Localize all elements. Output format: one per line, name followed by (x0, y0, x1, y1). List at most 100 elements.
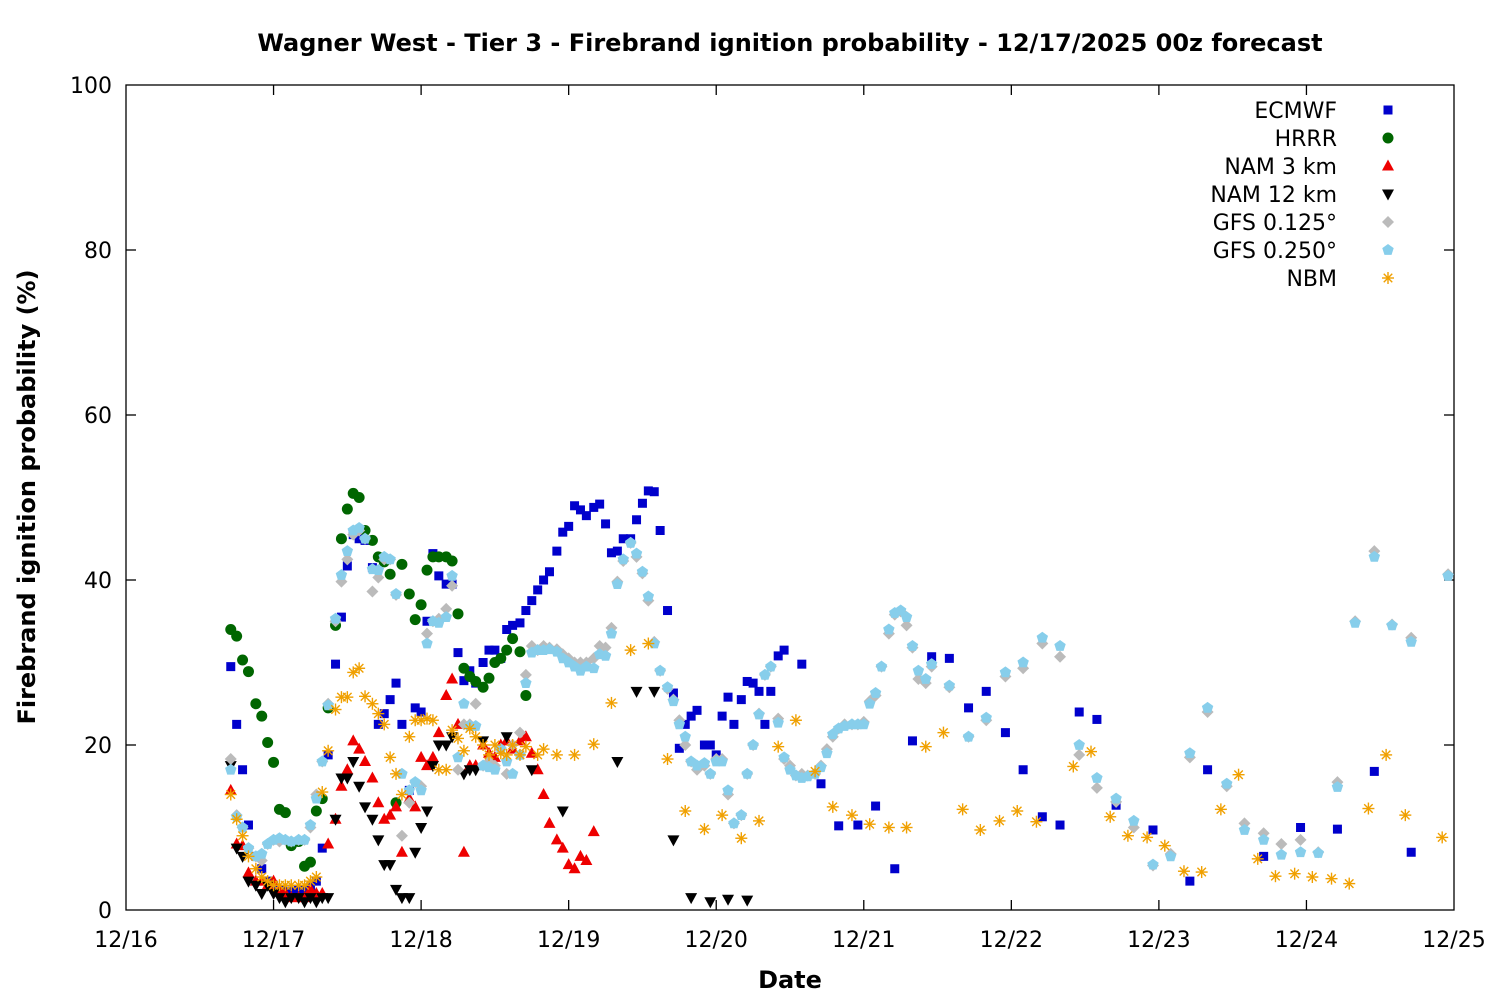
data-point (674, 743, 684, 753)
data-point (397, 719, 407, 729)
data-point (224, 788, 237, 801)
data-point (568, 862, 581, 874)
data-point (329, 703, 342, 716)
data-point (544, 567, 554, 577)
data-point (230, 813, 243, 826)
data-point (384, 751, 397, 764)
data-point (772, 740, 785, 753)
data-point (507, 633, 519, 645)
data-point (1269, 870, 1282, 883)
x-tick-label: 12/20 (685, 928, 748, 953)
data-point (728, 817, 740, 829)
data-point (390, 884, 403, 896)
data-point (679, 730, 691, 742)
data-point (637, 498, 647, 508)
data-point (421, 564, 433, 576)
data-point (754, 686, 764, 696)
data-point (871, 801, 881, 811)
data-point (403, 730, 416, 743)
data-point (741, 767, 753, 779)
data-point (391, 678, 401, 688)
data-point (1055, 820, 1065, 830)
data-point (501, 644, 513, 656)
data-point (342, 561, 352, 571)
data-point (558, 527, 568, 537)
data-point (1332, 824, 1342, 834)
data-point (256, 710, 268, 722)
data-point (537, 788, 550, 799)
data-point (599, 649, 612, 661)
data-point (359, 532, 371, 544)
data-point (1085, 745, 1098, 758)
data-point (519, 740, 532, 753)
data-point (630, 686, 643, 698)
data-point (962, 730, 975, 742)
data-point (520, 677, 532, 688)
data-point (1251, 852, 1264, 865)
legend-marker (1383, 105, 1393, 115)
data-point (515, 618, 525, 628)
data-point (906, 640, 919, 651)
data-point (403, 796, 416, 809)
data-point (568, 748, 581, 761)
data-point (403, 588, 415, 600)
data-point (366, 585, 379, 598)
data-point (1158, 839, 1171, 852)
data-point (446, 569, 458, 581)
data-point (900, 611, 913, 622)
data-point (1386, 619, 1398, 631)
data-point (341, 545, 354, 556)
data-point (779, 645, 789, 655)
legend-marker (1382, 189, 1394, 201)
data-point (1362, 802, 1375, 815)
data-point (236, 851, 249, 863)
data-point (470, 675, 482, 687)
data-point (453, 648, 463, 658)
data-point (415, 750, 428, 762)
data-point (550, 833, 563, 845)
x-tick-label: 12/25 (1422, 928, 1485, 953)
data-point (432, 763, 445, 776)
legend-marker (1382, 272, 1394, 284)
data-point (611, 757, 624, 768)
data-point (533, 585, 543, 595)
data-point (500, 767, 513, 780)
data-point (1090, 781, 1103, 794)
x-tick-label: 12/21 (832, 928, 895, 953)
series-nam-12-km (224, 686, 754, 909)
data-point (778, 751, 790, 763)
data-point (974, 823, 987, 836)
data-point (359, 690, 372, 703)
data-point (1238, 823, 1251, 835)
data-point (506, 739, 519, 751)
data-point (310, 871, 323, 883)
data-point (452, 608, 464, 620)
data-point (237, 654, 249, 666)
data-point (1288, 867, 1301, 880)
data-point (484, 645, 494, 655)
data-point (1104, 810, 1117, 823)
legend-marker (1382, 132, 1394, 144)
data-point (1436, 831, 1449, 844)
data-point (304, 856, 316, 868)
data-point (353, 492, 365, 503)
data-point (341, 691, 354, 704)
data-point (273, 893, 286, 905)
data-point (736, 695, 746, 705)
data-point (907, 736, 917, 746)
data-point (329, 814, 342, 826)
data-point (1331, 781, 1344, 792)
data-point (353, 522, 365, 533)
data-point (642, 637, 655, 650)
plot-area (125, 84, 1455, 911)
data-point (679, 805, 692, 817)
data-point (477, 739, 490, 751)
data-point (1232, 768, 1245, 781)
data-point (663, 606, 673, 616)
data-point (587, 738, 600, 751)
data-point (519, 730, 532, 742)
data-point (679, 739, 692, 751)
data-point (722, 784, 734, 796)
data-point (1275, 838, 1288, 850)
data-point (882, 821, 895, 834)
